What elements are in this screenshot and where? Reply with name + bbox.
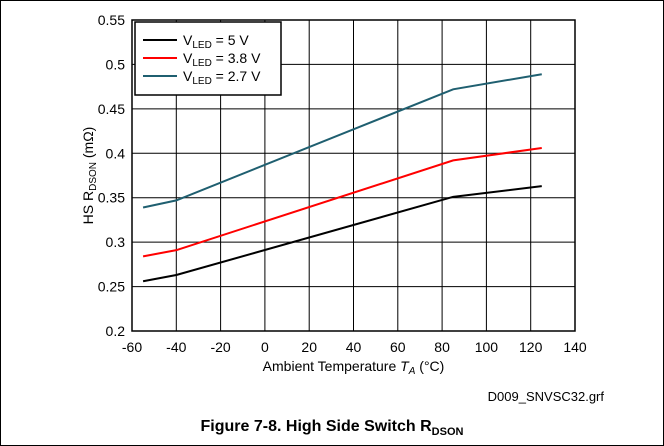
y-tick-label: 0.4 bbox=[106, 145, 126, 161]
legend-label: VLED = 5 V bbox=[183, 32, 249, 51]
series-line bbox=[142, 146, 542, 258]
y-tick-label: 0.3 bbox=[106, 234, 126, 250]
legend-label: VLED = 2.7 V bbox=[183, 68, 261, 87]
x-tick-labels: -60 -40 -20 0 20 40 60 80 100 120 140 bbox=[122, 339, 587, 355]
y-tick-label: 0.2 bbox=[106, 323, 126, 339]
y-tick-label: 0.25 bbox=[98, 279, 125, 295]
y-tick-label: 0.55 bbox=[98, 12, 125, 28]
file-note: D009_SNVSC32.grf bbox=[488, 389, 605, 404]
x-tick-label: 60 bbox=[390, 339, 406, 355]
x-tick-label: 100 bbox=[475, 339, 499, 355]
y-tick-label: 0.35 bbox=[98, 190, 125, 206]
series-line bbox=[142, 73, 542, 209]
y-tick-label: 0.5 bbox=[106, 56, 126, 72]
x-tick-label: 140 bbox=[563, 339, 587, 355]
series-layer bbox=[142, 73, 542, 283]
x-tick-label: 120 bbox=[519, 339, 543, 355]
x-tick-label: 0 bbox=[261, 339, 269, 355]
x-tick-label: -40 bbox=[166, 339, 186, 355]
plot-border bbox=[131, 19, 576, 332]
y-tick-label: 0.45 bbox=[98, 101, 125, 117]
x-axis-label: Ambient Temperature TA (°C) bbox=[263, 358, 445, 377]
x-tick-label: -20 bbox=[210, 339, 230, 355]
series-line bbox=[142, 185, 542, 283]
y-tick-labels: 0.2 0.25 0.3 0.35 0.4 0.45 0.5 0.55 bbox=[98, 12, 125, 339]
x-tick-label: 40 bbox=[346, 339, 362, 355]
y-axis-label: HS RDSON (mΩ) bbox=[80, 127, 99, 225]
x-tick-label: -60 bbox=[122, 339, 142, 355]
x-tick-label: 80 bbox=[434, 339, 450, 355]
figure-caption: Figure 7-8. High Side Switch RDSON bbox=[201, 418, 464, 438]
x-tick-label: 20 bbox=[301, 339, 317, 355]
legend-label: VLED = 3.8 V bbox=[183, 50, 261, 69]
